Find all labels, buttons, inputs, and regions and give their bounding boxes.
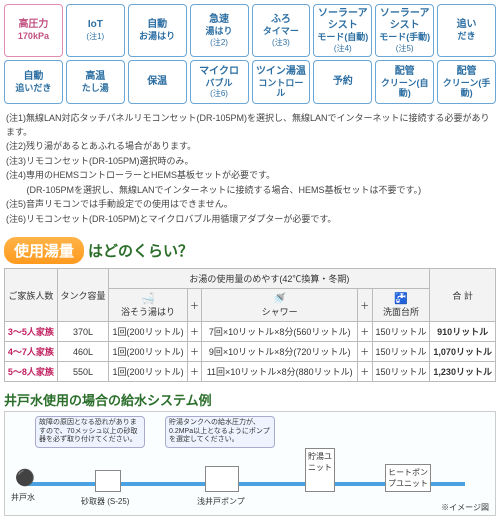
note-line: (注2)残り湯があるとあふれる場合があります。 (6, 140, 494, 154)
pump-box (205, 466, 239, 492)
feature-cell: 追いだき (437, 4, 496, 57)
feature-cell: 予約 (313, 60, 372, 104)
shower-icon: 🚿 (273, 292, 287, 305)
filter-label: 砂取器 (S-25) (81, 496, 129, 507)
table-row: 5～8人家族550L1回(200リットル)＋11回×10リットル×8分(880リ… (5, 362, 496, 382)
feature-cell: 配管クリーン(自動) (375, 60, 434, 104)
note-line: (注6)リモコンセット(DR-105PM)とマイクロバブル用循環アダプターが必要… (6, 213, 494, 227)
feature-cell: 自動お湯はり (128, 4, 187, 57)
note-line: (注4)専用のHEMSコントローラーとHEMS基板セットが必要です。 (6, 169, 494, 183)
usage-rest: はどのくらい？ (88, 243, 193, 260)
note-line: (DR-105PMを選択し、無線LANでインターネットに接続する場合、HEMS基… (6, 184, 494, 198)
col-guide: お湯の使用量のめやす(42℃換算・冬期) (109, 269, 430, 289)
feature-cell: 急速湯はり(注2) (190, 4, 249, 57)
system-diagram: 故障の原因となる恐れがありますので、70メッシュ以上の砂取器を必ず取り付けてくだ… (4, 411, 496, 516)
feature-cell: IoT(注1) (66, 4, 125, 57)
system-title: 井戸水使用の場合の給水システム例 (4, 390, 496, 409)
feature-cell: ふろタイマー(注3) (252, 4, 311, 57)
feature-cell: マイクロバブル(注6) (190, 60, 249, 104)
hp-box: ヒートポンプユニット (385, 464, 431, 492)
note-line: (注5)音声リモコンでは手動設定での使用はできません。 (6, 198, 494, 212)
pump-label: 浅井戸ポンプ (197, 496, 245, 507)
table-row: 3～5人家族370L1回(200リットル)＋7回×10リットル×8分(560リッ… (5, 322, 496, 342)
sub-bath: 🛁浴そう湯はり (109, 289, 188, 322)
filter-box (95, 470, 121, 492)
feature-grid: 高圧力170kPaIoT(注1)自動お湯はり急速湯はり(注2)ふろタイマー(注3… (0, 0, 500, 108)
plus-icon: ＋ (358, 289, 372, 322)
note-line: (注1)無線LAN対応タッチパネルリモコンセット(DR-105PM)を選択し、無… (6, 112, 494, 139)
feature-cell: ソーラーアシストモード(自動)(注4) (313, 4, 372, 57)
note-line: (注3)リモコンセット(DR-105PM)選択時のみ。 (6, 155, 494, 169)
basin-icon: 🚰 (394, 292, 408, 305)
tank-box: 貯湯ユニット (305, 448, 335, 492)
usage-table: ご家族人数 タンク容量 お湯の使用量のめやす(42℃換算・冬期) 合 計 🛁浴そ… (4, 268, 496, 382)
feature-cell: 保温 (128, 60, 187, 104)
col-tank: タンク容量 (57, 269, 109, 322)
table-row: 4～7人家族460L1回(200リットル)＋9回×10リットル×8分(720リッ… (5, 342, 496, 362)
feature-cell: 高圧力170kPa (4, 4, 63, 57)
note2-balloon: 貯湯タンクへの給水圧力が、0.2MPa以上となるようにポンプを選定してください。 (165, 416, 275, 447)
sub-shower: 🚿シャワー (202, 289, 358, 322)
usage-badge: 使用湯量 (4, 237, 84, 264)
note1-balloon: 故障の原因となる恐れがありますので、70メッシュ以上の砂取器を必ず取り付けてくだ… (35, 416, 145, 447)
well-icon: ⚫ (15, 468, 35, 488)
feature-cell: 自動追いだき (4, 60, 63, 104)
feature-cell: ソーラーアシストモード(手動)(注5) (375, 4, 434, 57)
feature-cell: 配管クリーン(手動) (437, 60, 496, 104)
image-note: ※イメージ図 (441, 502, 489, 513)
plus-icon: ＋ (187, 289, 201, 322)
feature-cell: ツイン湯温コントロール (252, 60, 311, 104)
usage-question: 使用湯量はどのくらい？ (4, 237, 496, 264)
bath-icon: 🛁 (141, 292, 155, 305)
col-total: 合 計 (430, 269, 496, 322)
feature-cell: 高温たし湯 (66, 60, 125, 104)
well-label: 井戸水 (11, 492, 35, 503)
col-family: ご家族人数 (5, 269, 58, 322)
sub-basin: 🚰洗面台所 (372, 289, 430, 322)
notes-list: (注1)無線LAN対応タッチパネルリモコンセット(DR-105PM)を選択し、無… (0, 108, 500, 231)
